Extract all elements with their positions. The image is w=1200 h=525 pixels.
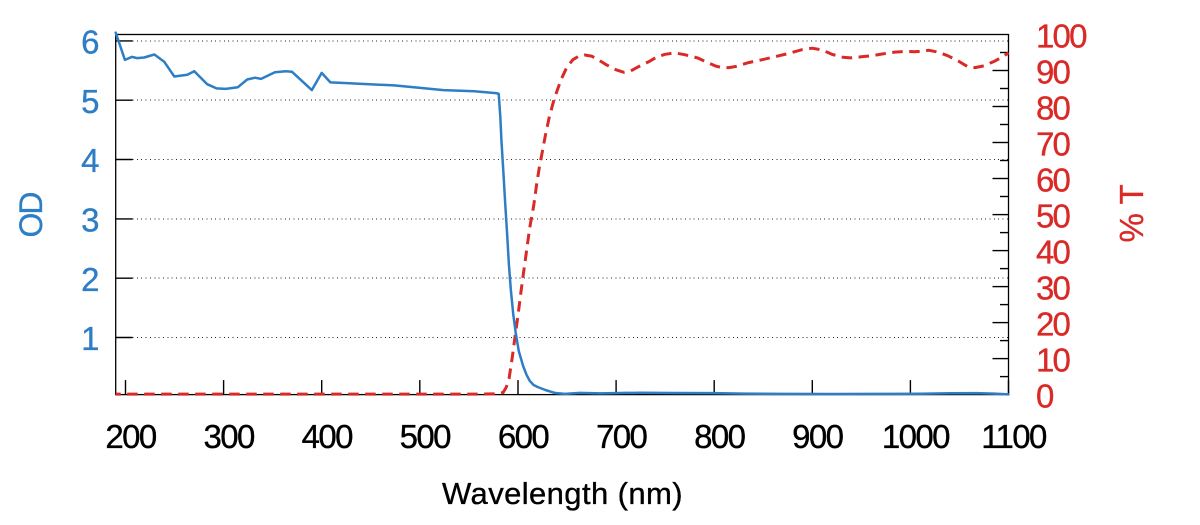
svg-text:Wavelength (nm): Wavelength (nm)	[442, 476, 683, 511]
svg-text:30: 30	[1036, 270, 1071, 307]
svg-text:60: 60	[1036, 162, 1071, 199]
svg-text:70: 70	[1036, 126, 1071, 163]
svg-text:6: 6	[81, 24, 99, 61]
svg-text:2: 2	[81, 261, 99, 298]
svg-text:1000: 1000	[882, 418, 950, 455]
svg-text:600: 600	[498, 418, 550, 455]
svg-text:0: 0	[1036, 378, 1054, 415]
svg-text:200: 200	[105, 418, 157, 455]
svg-text:20: 20	[1036, 306, 1071, 343]
svg-text:90: 90	[1036, 54, 1071, 91]
svg-text:100: 100	[1036, 18, 1087, 55]
svg-text:300: 300	[203, 418, 255, 455]
svg-text:500: 500	[400, 418, 452, 455]
svg-text:40: 40	[1036, 234, 1071, 271]
svg-text:10: 10	[1036, 342, 1071, 379]
svg-text:4: 4	[81, 142, 99, 179]
svg-text:700: 700	[596, 418, 648, 455]
svg-text:5: 5	[81, 83, 99, 120]
svg-text:800: 800	[694, 418, 746, 455]
svg-text:% T: % T	[1113, 184, 1150, 242]
svg-text:400: 400	[302, 418, 354, 455]
svg-text:OD: OD	[13, 193, 49, 238]
svg-text:900: 900	[792, 418, 844, 455]
svg-text:50: 50	[1036, 198, 1071, 235]
svg-text:3: 3	[81, 202, 99, 239]
svg-text:1100: 1100	[981, 418, 1047, 455]
svg-text:80: 80	[1036, 90, 1071, 127]
svg-text:1: 1	[81, 320, 99, 357]
